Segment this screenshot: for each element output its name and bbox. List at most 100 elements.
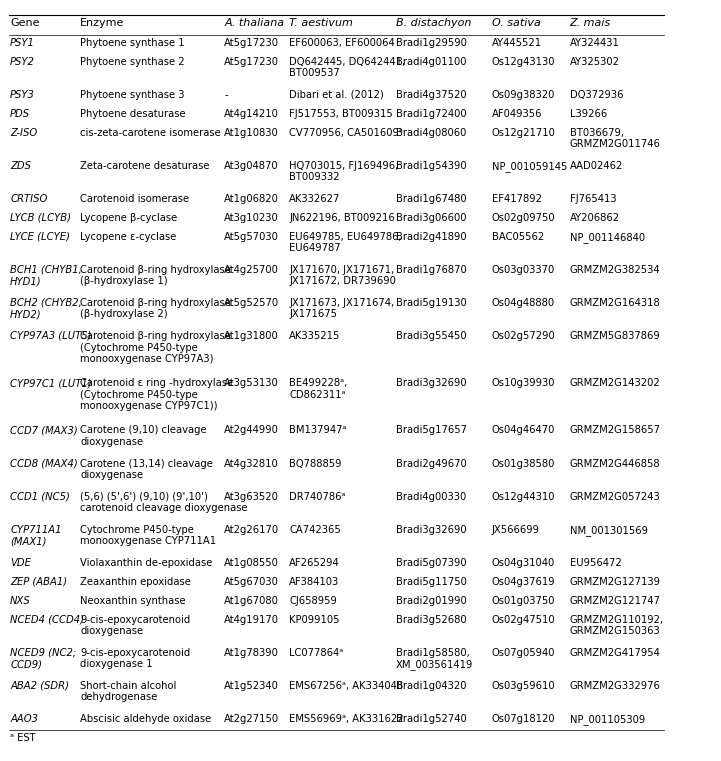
Text: PDS: PDS — [10, 109, 30, 119]
Text: CJ658959: CJ658959 — [289, 596, 337, 606]
Text: GRMZM2G057243: GRMZM2G057243 — [570, 492, 660, 501]
Text: GRMZM2G127139: GRMZM2G127139 — [570, 577, 660, 587]
Text: JX171673, JX171674,
JX171675: JX171673, JX171674, JX171675 — [289, 298, 394, 320]
Text: BT036679,
GRMZM2G011746: BT036679, GRMZM2G011746 — [570, 128, 660, 149]
Text: Os07g18120: Os07g18120 — [492, 714, 555, 724]
Text: Bradi1g58580,
XM_003561419: Bradi1g58580, XM_003561419 — [396, 648, 473, 670]
Text: Lycopene β-cyclase: Lycopene β-cyclase — [80, 213, 177, 223]
Text: Carotenoid isomerase: Carotenoid isomerase — [80, 194, 189, 204]
Text: PSY1: PSY1 — [10, 38, 35, 48]
Text: CYP711A1
(MAX1): CYP711A1 (MAX1) — [10, 524, 61, 546]
Text: VDE: VDE — [10, 558, 31, 568]
Text: Carotenoid β-ring hydroxylase
(β-hydroxylase 2): Carotenoid β-ring hydroxylase (β-hydroxy… — [80, 298, 231, 320]
Text: B. distachyon: B. distachyon — [396, 18, 472, 27]
Text: Violaxanthin de-epoxidase: Violaxanthin de-epoxidase — [80, 558, 213, 568]
Text: CCD7 (MAX3): CCD7 (MAX3) — [10, 425, 78, 435]
Text: NCED4 (CCD4): NCED4 (CCD4) — [10, 615, 84, 625]
Text: CA742365: CA742365 — [289, 524, 341, 535]
Text: GRMZM2G332976: GRMZM2G332976 — [570, 681, 660, 691]
Text: AAO3: AAO3 — [10, 714, 38, 724]
Text: JX566699: JX566699 — [492, 524, 540, 535]
Text: At3g53130: At3g53130 — [224, 378, 279, 388]
Text: ZEP (ABA1): ZEP (ABA1) — [10, 577, 67, 587]
Text: Carotenoid β-ring hydroxylase
(Cytochrome P450-type
monooxygenase CYP97A3): Carotenoid β-ring hydroxylase (Cytochrom… — [80, 331, 231, 365]
Text: AK332627: AK332627 — [289, 194, 340, 204]
Text: Gene: Gene — [10, 18, 40, 27]
Text: CCD1 (NC5): CCD1 (NC5) — [10, 492, 70, 501]
Text: Carotenoid β-ring hydroxylase
(β-hydroxylase 1): Carotenoid β-ring hydroxylase (β-hydroxy… — [80, 265, 231, 286]
Text: GRMZM2G382534: GRMZM2G382534 — [570, 265, 660, 275]
Text: Bradi3g52680: Bradi3g52680 — [396, 615, 466, 625]
Text: Phytoene desaturase: Phytoene desaturase — [80, 109, 185, 119]
Text: Cytochrome P450-type
monooxygenase CYP711A1: Cytochrome P450-type monooxygenase CYP71… — [80, 524, 216, 546]
Text: GRMZM2G417954: GRMZM2G417954 — [570, 648, 660, 658]
Text: Carotenoid ε ring -hydroxylase
(Cytochrome P450-type
monooxygenase CYP97C1)): Carotenoid ε ring -hydroxylase (Cytochro… — [80, 378, 233, 412]
Text: Os03g59610: Os03g59610 — [492, 681, 555, 691]
Text: Lycopene ε-cyclase: Lycopene ε-cyclase — [80, 231, 177, 242]
Text: At2g27150: At2g27150 — [224, 714, 279, 724]
Text: At1g08550: At1g08550 — [224, 558, 279, 568]
Text: Phytoene synthase 3: Phytoene synthase 3 — [80, 90, 185, 100]
Text: Os01g03750: Os01g03750 — [492, 596, 555, 606]
Text: Carotene (13,14) cleavage
dioxygenase: Carotene (13,14) cleavage dioxygenase — [80, 459, 213, 480]
Text: EU649785, EU649786,
EU649787: EU649785, EU649786, EU649787 — [289, 231, 402, 253]
Text: EMS67256ᵃ, AK334048: EMS67256ᵃ, AK334048 — [289, 681, 403, 691]
Text: Z. mais: Z. mais — [570, 18, 611, 27]
Text: L39266: L39266 — [570, 109, 607, 119]
Text: EF600063, EF600064: EF600063, EF600064 — [289, 38, 395, 48]
Text: Bradi1g72400: Bradi1g72400 — [396, 109, 466, 119]
Text: Bradi5g19130: Bradi5g19130 — [396, 298, 466, 308]
Text: NP_001146840: NP_001146840 — [570, 231, 645, 243]
Text: GRMZM2G143202: GRMZM2G143202 — [570, 378, 660, 388]
Text: HQ703015, FJ169496,
BT009332: HQ703015, FJ169496, BT009332 — [289, 161, 399, 183]
Text: JX171670, JX171671,
JX171672, DR739690: JX171670, JX171671, JX171672, DR739690 — [289, 265, 396, 286]
Text: 9-cis-epoxycarotenoid
dioxygenase 1: 9-cis-epoxycarotenoid dioxygenase 1 — [80, 648, 190, 670]
Text: 9-cis-epoxycarotenoid
dioxygenase: 9-cis-epoxycarotenoid dioxygenase — [80, 615, 190, 636]
Text: Bradi4g37520: Bradi4g37520 — [396, 90, 466, 100]
Text: ZDS: ZDS — [10, 161, 31, 170]
Text: AY445521: AY445521 — [492, 38, 542, 48]
Text: Os02g09750: Os02g09750 — [492, 213, 555, 223]
Text: Os01g38580: Os01g38580 — [492, 459, 555, 469]
Text: Bradi5g07390: Bradi5g07390 — [396, 558, 466, 568]
Text: cis-zeta-carotene isomerase: cis-zeta-carotene isomerase — [80, 128, 221, 138]
Text: O. sativa: O. sativa — [492, 18, 541, 27]
Text: GRMZM2G164318: GRMZM2G164318 — [570, 298, 660, 308]
Text: ᵃ EST: ᵃ EST — [10, 733, 36, 743]
Text: Bradi1g04320: Bradi1g04320 — [396, 681, 466, 691]
Text: At5g52570: At5g52570 — [224, 298, 279, 308]
Text: CV770956, CA501609ᵃ: CV770956, CA501609ᵃ — [289, 128, 403, 138]
Text: BE499228ᵃ,
CD862311ᵃ: BE499228ᵃ, CD862311ᵃ — [289, 378, 348, 400]
Text: Bradi4g08060: Bradi4g08060 — [396, 128, 466, 138]
Text: Bradi1g52740: Bradi1g52740 — [396, 714, 466, 724]
Text: Carotene (9,10) cleavage
dioxygenase: Carotene (9,10) cleavage dioxygenase — [80, 425, 207, 447]
Text: Bradi2g01990: Bradi2g01990 — [396, 596, 466, 606]
Text: GRMZM5G837869: GRMZM5G837869 — [570, 331, 660, 341]
Text: LYCE (LCYE): LYCE (LCYE) — [10, 231, 70, 242]
Text: PSY2: PSY2 — [10, 56, 35, 67]
Text: Os03g03370: Os03g03370 — [492, 265, 555, 275]
Text: Zeta-carotene desaturase: Zeta-carotene desaturase — [80, 161, 210, 170]
Text: At1g78390: At1g78390 — [224, 648, 279, 658]
Text: At3g10230: At3g10230 — [224, 213, 279, 223]
Text: Dibari et al. (2012): Dibari et al. (2012) — [289, 90, 384, 100]
Text: At5g17230: At5g17230 — [224, 56, 279, 67]
Text: AF384103: AF384103 — [289, 577, 340, 587]
Text: Os12g43130: Os12g43130 — [492, 56, 555, 67]
Text: DQ642445, DQ642441,
BT009537: DQ642445, DQ642441, BT009537 — [289, 56, 405, 78]
Text: AAD02462: AAD02462 — [570, 161, 623, 170]
Text: AY325302: AY325302 — [570, 56, 619, 67]
Text: Zeaxanthin epoxidase: Zeaxanthin epoxidase — [80, 577, 191, 587]
Text: Bradi1g67480: Bradi1g67480 — [396, 194, 466, 204]
Text: At1g67080: At1g67080 — [224, 596, 279, 606]
Text: BCH2 (CHYB2,
HYD2): BCH2 (CHYB2, HYD2) — [10, 298, 82, 320]
Text: BAC05562: BAC05562 — [492, 231, 544, 242]
Text: NP_001059145: NP_001059145 — [492, 161, 567, 172]
Text: FJ517553, BT009315: FJ517553, BT009315 — [289, 109, 393, 119]
Text: Phytoene synthase 2: Phytoene synthase 2 — [80, 56, 185, 67]
Text: Os04g31040: Os04g31040 — [492, 558, 555, 568]
Text: NM_001301569: NM_001301569 — [570, 524, 647, 536]
Text: BM137947ᵃ: BM137947ᵃ — [289, 425, 347, 435]
Text: NP_001105309: NP_001105309 — [570, 714, 645, 724]
Text: At3g04870: At3g04870 — [224, 161, 279, 170]
